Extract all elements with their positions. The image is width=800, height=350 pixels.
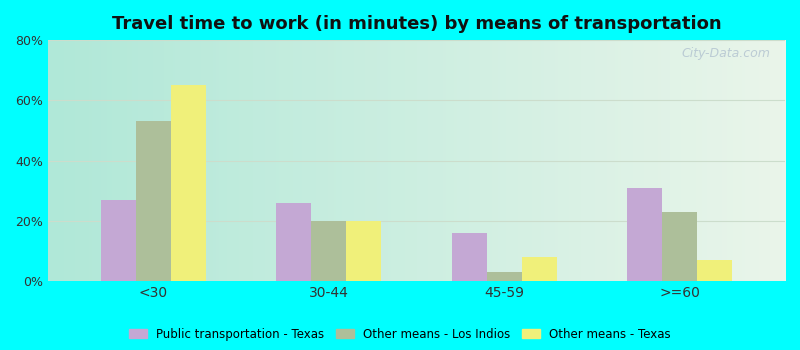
Bar — [662, 212, 698, 281]
Title: Travel time to work (in minutes) by means of transportation: Travel time to work (in minutes) by mean… — [112, 15, 722, 33]
Bar — [101, 200, 136, 281]
Bar — [627, 188, 662, 281]
Bar — [276, 203, 311, 281]
Bar — [346, 221, 382, 281]
Bar — [522, 257, 557, 281]
Legend: Public transportation - Texas, Other means - Los Indios, Other means - Texas: Public transportation - Texas, Other mea… — [126, 324, 674, 344]
Bar — [311, 221, 346, 281]
Bar — [170, 85, 206, 281]
Bar — [698, 260, 732, 281]
Bar — [136, 121, 170, 281]
Text: City-Data.com: City-Data.com — [682, 47, 770, 60]
Bar — [486, 272, 522, 281]
Bar — [451, 233, 486, 281]
